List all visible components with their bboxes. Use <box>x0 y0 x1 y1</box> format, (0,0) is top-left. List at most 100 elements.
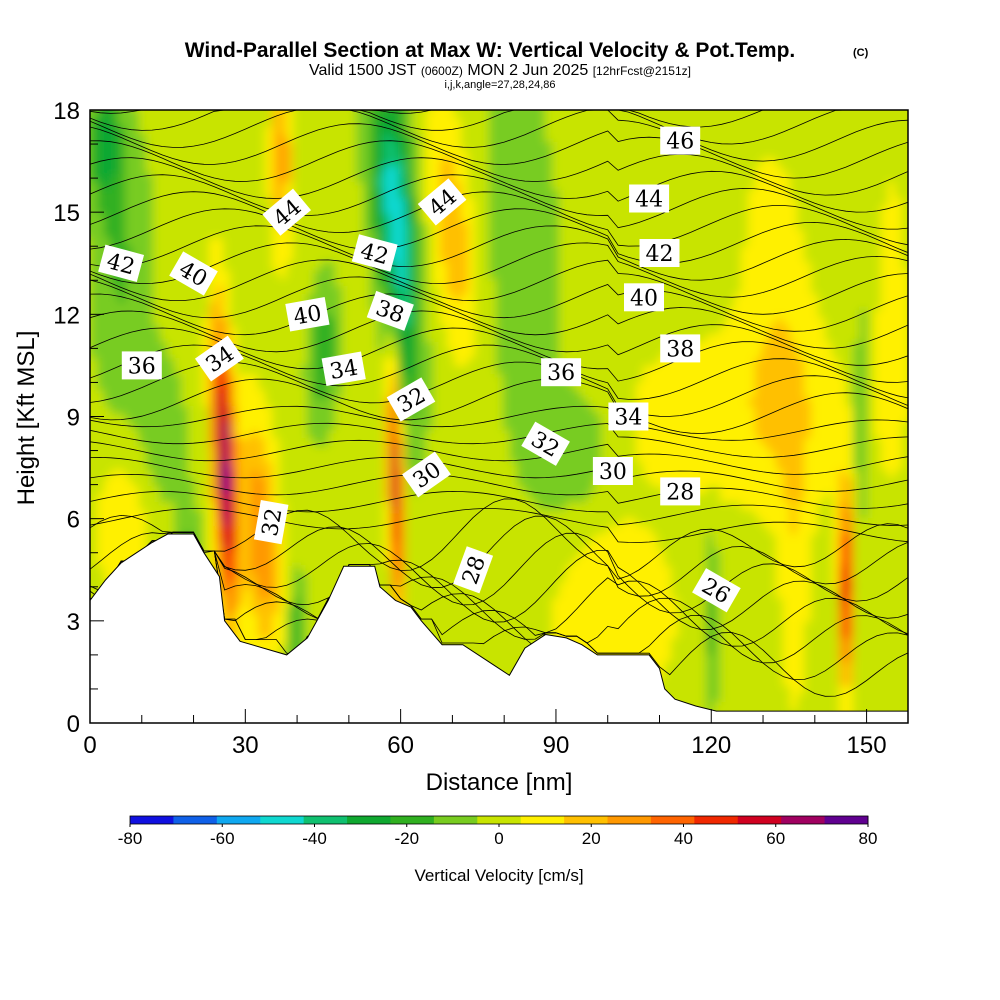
field-cell <box>356 126 364 135</box>
field-cell <box>510 590 518 599</box>
field-cell <box>489 222 497 231</box>
field-cell <box>279 438 287 447</box>
field-cell <box>489 638 497 647</box>
field-cell <box>90 166 98 175</box>
field-cell <box>251 214 259 223</box>
field-cell <box>174 486 182 495</box>
field-cell <box>328 326 336 335</box>
field-cell <box>391 542 399 551</box>
field-cell <box>244 174 252 183</box>
field-cell <box>335 326 343 335</box>
field-cell <box>440 134 448 143</box>
field-cell <box>440 622 448 631</box>
field-cell <box>188 110 196 119</box>
field-cell <box>132 430 140 439</box>
field-cell <box>258 454 266 463</box>
field-cell <box>377 366 385 375</box>
field-cell <box>447 534 455 543</box>
field-cell <box>489 358 497 367</box>
field-cell <box>503 198 511 207</box>
field-cell <box>111 542 119 551</box>
field-cell <box>97 518 105 527</box>
field-cell <box>391 478 399 487</box>
field-cell <box>321 342 329 351</box>
field-cell <box>503 486 511 495</box>
field-cell <box>216 510 224 519</box>
field-cell <box>482 406 490 415</box>
field-cell <box>272 374 280 383</box>
field-cell <box>258 190 266 199</box>
field-cell <box>265 414 273 423</box>
field-cell <box>279 270 287 279</box>
field-cell <box>405 246 413 255</box>
field-cell <box>461 134 469 143</box>
field-cell <box>307 414 315 423</box>
field-cell <box>468 310 476 319</box>
field-cell <box>300 366 308 375</box>
field-cell <box>251 390 259 399</box>
field-cell <box>412 166 420 175</box>
field-cell <box>454 398 462 407</box>
field-cell <box>489 182 497 191</box>
field-cell <box>174 174 182 183</box>
field-cell <box>125 526 133 535</box>
field-cell <box>139 158 147 167</box>
field-cell <box>174 478 182 487</box>
field-cell <box>489 510 497 519</box>
field-cell <box>510 350 518 359</box>
field-cell <box>251 174 259 183</box>
field-cell <box>489 598 497 607</box>
field-cell <box>244 486 252 495</box>
field-cell <box>286 454 294 463</box>
field-cell <box>440 574 448 583</box>
field-cell <box>454 302 462 311</box>
field-cell <box>174 302 182 311</box>
field-cell <box>398 270 406 279</box>
field-cell <box>503 142 511 151</box>
field-cell <box>342 310 350 319</box>
field-cell <box>125 726 133 735</box>
field-cell <box>503 662 511 671</box>
field-cell <box>202 294 210 303</box>
field-cell <box>440 142 448 151</box>
field-cell <box>167 246 175 255</box>
field-cell <box>118 182 126 191</box>
field-cell <box>419 158 427 167</box>
field-cell <box>251 126 259 135</box>
field-cell <box>496 454 504 463</box>
field-cell <box>167 294 175 303</box>
field-cell <box>258 270 266 279</box>
field-cell <box>97 390 105 399</box>
field-cell <box>328 126 336 135</box>
field-cell <box>293 134 301 143</box>
field-cell <box>272 126 280 135</box>
field-cell <box>496 222 504 231</box>
field-cell <box>503 510 511 519</box>
field-cell <box>440 174 448 183</box>
field-cell <box>300 374 308 383</box>
field-cell <box>272 230 280 239</box>
field-cell <box>244 638 252 647</box>
field-cell <box>405 550 413 559</box>
field-cell <box>384 582 392 591</box>
field-cell <box>419 294 427 303</box>
field-cell <box>293 326 301 335</box>
field-cell <box>153 494 161 503</box>
field-cell <box>517 526 525 535</box>
field-cell <box>188 238 196 247</box>
field-cell <box>251 558 259 567</box>
field-cell <box>160 454 168 463</box>
field-cell <box>167 510 175 519</box>
field-cell <box>503 214 511 223</box>
field-cell <box>468 526 476 535</box>
field-cell <box>342 526 350 535</box>
field-cell <box>265 446 273 455</box>
field-cell <box>363 502 371 511</box>
field-cell <box>426 494 434 503</box>
field-cell <box>426 182 434 191</box>
field-cell <box>216 318 224 327</box>
field-cell <box>335 526 343 535</box>
field-cell <box>125 318 133 327</box>
field-cell <box>139 134 147 143</box>
field-cell <box>335 502 343 511</box>
